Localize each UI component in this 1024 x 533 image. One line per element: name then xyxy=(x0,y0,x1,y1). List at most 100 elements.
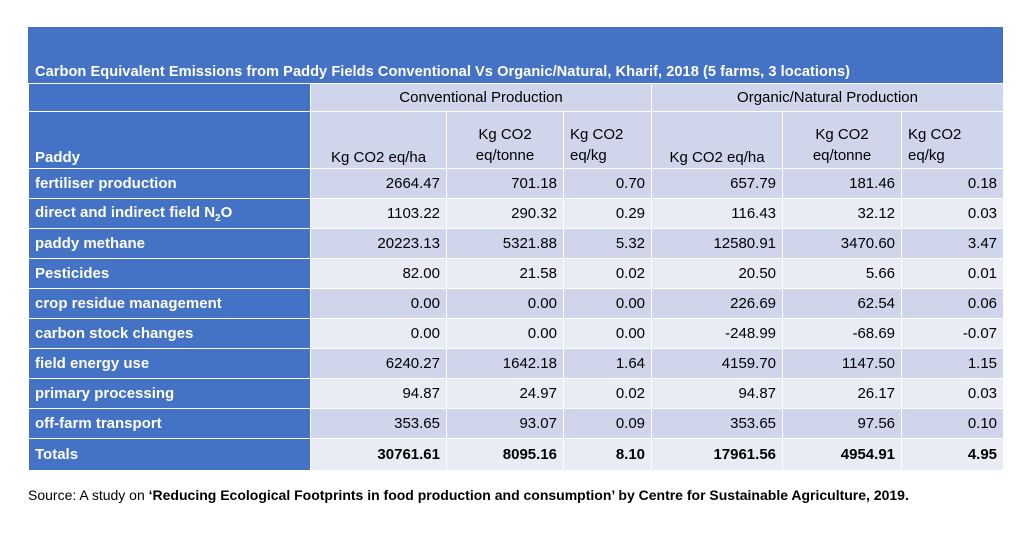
table-cell: 0.29 xyxy=(562,198,653,229)
column-header: Kg CO2 eq/tonne xyxy=(782,111,903,169)
column-header-line: Kg CO2 eq/ha xyxy=(669,149,765,166)
totals-cell: 8095.16 xyxy=(446,438,564,471)
row-label: Pesticides xyxy=(28,258,311,289)
row-label: paddy methane xyxy=(28,228,311,259)
source-note: Source: A study on ‘Reducing Ecological … xyxy=(28,487,909,503)
column-header: Kg CO2 eq/ha xyxy=(651,111,784,169)
table-cell: 0.09 xyxy=(562,408,653,439)
table-cell: 0.70 xyxy=(562,168,653,199)
row-label: field energy use xyxy=(28,348,311,379)
table-cell: 24.97 xyxy=(446,378,564,409)
table-cell: 5321.88 xyxy=(446,228,564,259)
table-cell: 0.00 xyxy=(446,288,564,319)
column-header-line: eq/kg xyxy=(570,147,607,164)
row-label: fertiliser production xyxy=(28,168,311,199)
table-cell: 3470.60 xyxy=(782,228,903,259)
table-row: Pesticides 82.00 21.58 0.02 20.50 5.66 0.01 xyxy=(28,258,1005,289)
table-cell: 181.46 xyxy=(782,168,903,199)
table-cell: 3.47 xyxy=(901,228,1005,259)
table-cell: 94.87 xyxy=(651,378,784,409)
table-cell: 1642.18 xyxy=(446,348,564,379)
table-cell: 1103.22 xyxy=(310,198,447,229)
table-row: field energy use 6240.27 1642.18 1.64 4159.7… xyxy=(28,348,1005,379)
table-row: off-farm transport 353.65 93.07 0.09 353.65 9… xyxy=(28,408,1005,439)
row-label: primary processing xyxy=(28,378,311,409)
table-row: fertiliser production 2664.47 701.18 0.70 65… xyxy=(28,168,1005,199)
row-label-text: fertiliser production xyxy=(35,175,177,192)
data-table: Conventional Production Organic/Natural P… xyxy=(28,83,1005,471)
column-header-line: eq/tonne xyxy=(475,147,535,164)
totals-label: Totals xyxy=(28,438,311,471)
table-cell: 4159.70 xyxy=(651,348,784,379)
table-cell: 657.79 xyxy=(651,168,784,199)
table-cell: 0.03 xyxy=(901,198,1005,229)
row-label: off-farm transport xyxy=(28,408,311,439)
table-cell: 32.12 xyxy=(782,198,903,229)
row-label-text: primary processing xyxy=(35,385,175,402)
table-row: crop residue management 0.00 0.00 0.00 226.6… xyxy=(28,288,1005,319)
table-cell: 0.00 xyxy=(562,288,653,319)
title-band: Carbon Equivalent Emissions from Paddy F… xyxy=(28,27,1003,83)
table-cell: -0.07 xyxy=(901,318,1005,349)
table-cell: 0.00 xyxy=(446,318,564,349)
column-header: Kg CO2 eq/kg xyxy=(901,111,1005,169)
table-cell: 93.07 xyxy=(446,408,564,439)
row-label-text: field energy use xyxy=(35,355,150,372)
source-prefix: Source: A study on xyxy=(28,487,149,503)
row-label-text: paddy methane xyxy=(35,235,146,252)
table-row: carbon stock changes 0.00 0.00 0.00 -248.99-… xyxy=(28,318,1005,349)
totals-cell: 4.95 xyxy=(901,438,1005,471)
table-cell: 20223.13 xyxy=(310,228,447,259)
table-row: paddy methane 20223.13 5321.88 5.32 12580.91… xyxy=(28,228,1005,259)
table-cell: 701.18 xyxy=(446,168,564,199)
group-corner-cell xyxy=(28,83,311,112)
totals-row: Totals 30761.61 8095.16 8.10 17961.56 4954.91… xyxy=(28,438,1005,471)
table-cell: 0.00 xyxy=(310,288,447,319)
row-label-subscript: 2 xyxy=(215,212,221,224)
table-row: direct and indirect field N2O 1103.22 290.… xyxy=(28,198,1005,229)
emissions-table: Carbon Equivalent Emissions from Paddy F… xyxy=(28,27,1005,471)
table-cell: 0.10 xyxy=(901,408,1005,439)
table-cell: 0.06 xyxy=(901,288,1005,319)
column-header-line: Kg CO2 eq/ha xyxy=(330,149,427,166)
table-cell: 1.15 xyxy=(901,348,1005,379)
row-label-text: direct and indirect field N xyxy=(35,203,216,221)
table-row: primary processing 94.87 24.97 0.02 94.87 26.… xyxy=(28,378,1005,409)
table-cell: 0.01 xyxy=(901,258,1005,289)
table-cell: 20.50 xyxy=(651,258,784,289)
row-label-text: carbon stock changes xyxy=(35,325,194,342)
column-header: Kg CO2 eq/tonne xyxy=(446,111,564,169)
table-cell: -248.99 xyxy=(651,318,784,349)
table-cell: 353.65 xyxy=(651,408,784,439)
group-header-row: Conventional Production Organic/Natural P… xyxy=(28,83,1005,112)
row-label: direct and indirect field N2O xyxy=(28,198,311,229)
table-cell: 0.03 xyxy=(901,378,1005,409)
row-label-text: off-farm transport xyxy=(35,415,162,432)
table-cell: 2664.47 xyxy=(310,168,447,199)
table-cell: 6240.27 xyxy=(310,348,447,379)
table-cell: 94.87 xyxy=(310,378,447,409)
source-citation: ‘Reducing Ecological Footprints in food … xyxy=(148,487,909,503)
table-cell: 12580.91 xyxy=(651,228,784,259)
row-label-text: Pesticides xyxy=(35,265,110,282)
table-cell: 62.54 xyxy=(782,288,903,319)
table-cell: 5.32 xyxy=(562,228,653,259)
row-label-text: crop residue management xyxy=(35,295,222,312)
table-cell: 0.18 xyxy=(901,168,1005,199)
table-cell: 353.65 xyxy=(310,408,447,439)
totals-cell: 4954.91 xyxy=(782,438,903,471)
table-cell: 0.02 xyxy=(562,378,653,409)
table-cell: 0.02 xyxy=(562,258,653,289)
group-header: Organic/Natural Production xyxy=(651,83,1005,112)
table-cell: 290.32 xyxy=(446,198,564,229)
column-header-row: Paddy Kg CO2 eq/ha Kg CO2 eq/tonne Kg CO2 eq/… xyxy=(28,111,1005,169)
table-cell: 5.66 xyxy=(782,258,903,289)
column-header-line: Kg CO2 xyxy=(908,126,962,143)
table-cell: 116.43 xyxy=(651,198,784,229)
group-header: Conventional Production xyxy=(309,83,653,112)
row-header-label: Paddy xyxy=(28,111,311,169)
table-cell: 0.00 xyxy=(310,318,447,349)
table-cell: -68.69 xyxy=(782,318,903,349)
table-cell: 226.69 xyxy=(651,288,784,319)
table-cell: 1.64 xyxy=(562,348,653,379)
